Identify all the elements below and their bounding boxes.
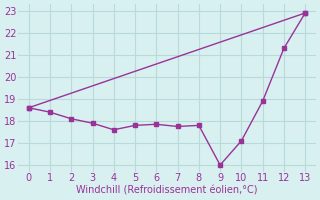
X-axis label: Windchill (Refroidissement éolien,°C): Windchill (Refroidissement éolien,°C)	[76, 186, 258, 196]
